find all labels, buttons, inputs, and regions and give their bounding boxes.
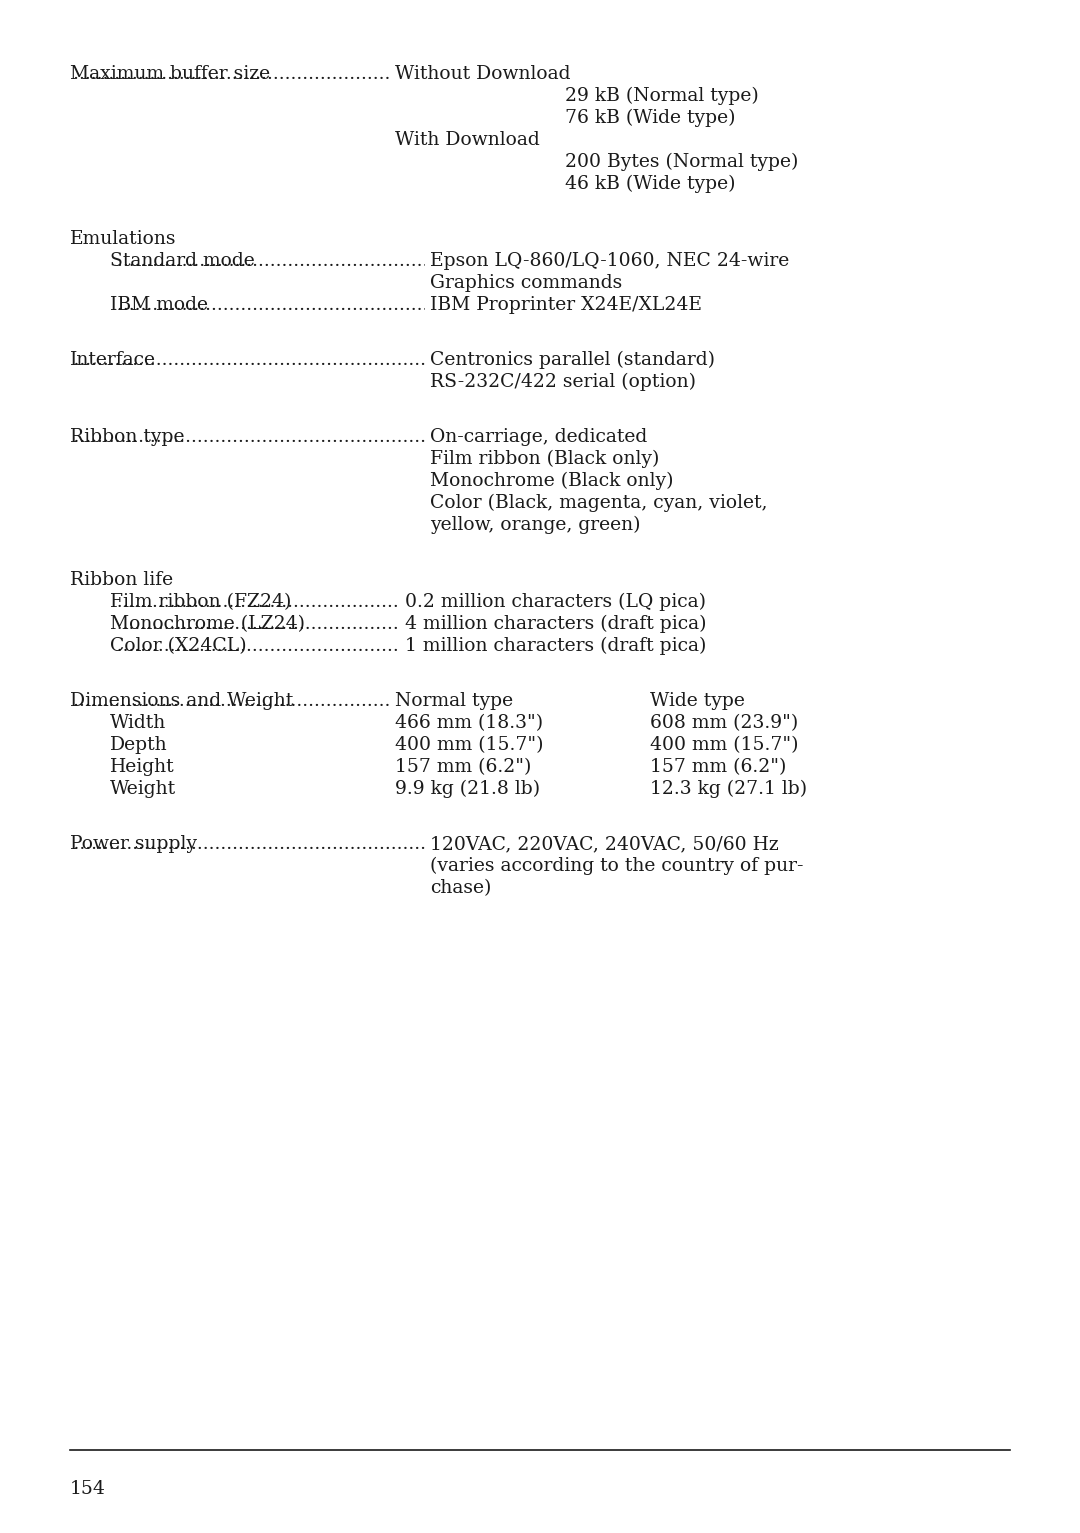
Text: Color (Black, magenta, cyan, violet,: Color (Black, magenta, cyan, violet,	[430, 494, 768, 512]
Text: Weight: Weight	[110, 780, 176, 799]
Text: ................................................................................: ........................................…	[0, 351, 543, 369]
Text: yellow, orange, green): yellow, orange, green)	[430, 517, 640, 533]
Text: 608 mm (23.9"): 608 mm (23.9")	[650, 714, 798, 731]
Text: 400 mm (15.7"): 400 mm (15.7")	[650, 736, 798, 754]
Text: Wide type: Wide type	[650, 691, 745, 710]
Text: Monochrome (LZ24): Monochrome (LZ24)	[110, 615, 305, 633]
Text: 76 kB (Wide type): 76 kB (Wide type)	[565, 109, 735, 127]
Text: Monochrome (Black only): Monochrome (Black only)	[430, 472, 674, 491]
Text: Film ribbon (Black only): Film ribbon (Black only)	[430, 451, 660, 468]
Text: Color (X24CL): Color (X24CL)	[110, 638, 246, 655]
Text: Graphics commands: Graphics commands	[430, 274, 622, 291]
Text: ................................................................................: ........................................…	[0, 691, 526, 710]
Text: 9.9 kg (21.8 lb): 9.9 kg (21.8 lb)	[395, 780, 540, 799]
Text: ................................................................................: ........................................…	[0, 251, 564, 270]
Text: With Download: With Download	[395, 130, 540, 149]
Text: 4 million characters (draft pica): 4 million characters (draft pica)	[405, 615, 706, 633]
Text: 46 kB (Wide type): 46 kB (Wide type)	[565, 175, 735, 193]
Text: Dimensions and Weight: Dimensions and Weight	[70, 691, 294, 710]
Text: RS-232C/422 serial (option): RS-232C/422 serial (option)	[430, 373, 696, 391]
Text: Epson LQ-860/LQ-1060, NEC 24-wire: Epson LQ-860/LQ-1060, NEC 24-wire	[430, 251, 789, 270]
Text: 120VAC, 220VAC, 240VAC, 50/60 Hz: 120VAC, 220VAC, 240VAC, 50/60 Hz	[430, 835, 779, 852]
Text: Centronics parallel (standard): Centronics parallel (standard)	[430, 351, 715, 369]
Text: Interface: Interface	[70, 351, 156, 369]
Text: Height: Height	[110, 757, 175, 776]
Text: ................................................................................: ........................................…	[0, 615, 551, 633]
Text: Ribbon type: Ribbon type	[70, 428, 185, 446]
Text: ................................................................................: ........................................…	[0, 296, 564, 314]
Text: (varies according to the country of pur-: (varies according to the country of pur-	[430, 857, 804, 875]
Text: ................................................................................: ........................................…	[0, 428, 543, 446]
Text: 400 mm (15.7"): 400 mm (15.7")	[395, 736, 543, 754]
Text: 12.3 kg (27.1 lb): 12.3 kg (27.1 lb)	[650, 780, 807, 799]
Text: 157 mm (6.2"): 157 mm (6.2")	[395, 757, 531, 776]
Text: 200 Bytes (Normal type): 200 Bytes (Normal type)	[565, 153, 798, 172]
Text: On-carriage, dedicated: On-carriage, dedicated	[430, 428, 647, 446]
Text: ................................................................................: ........................................…	[0, 638, 551, 655]
Text: 157 mm (6.2"): 157 mm (6.2")	[650, 757, 786, 776]
Text: 1 million characters (draft pica): 1 million characters (draft pica)	[405, 638, 706, 655]
Text: Standard mode: Standard mode	[110, 251, 255, 270]
Text: IBM Proprinter X24E/XL24E: IBM Proprinter X24E/XL24E	[430, 296, 702, 314]
Text: 29 kB (Normal type): 29 kB (Normal type)	[565, 87, 759, 106]
Text: Film ribbon (FZ24): Film ribbon (FZ24)	[110, 593, 292, 612]
Text: Depth: Depth	[110, 736, 167, 754]
Text: 0.2 million characters (LQ pica): 0.2 million characters (LQ pica)	[405, 593, 706, 612]
Text: Maximum buffer size: Maximum buffer size	[70, 64, 270, 83]
Text: Without Download: Without Download	[395, 64, 570, 83]
Text: Emulations: Emulations	[70, 230, 176, 248]
Text: Ribbon life: Ribbon life	[70, 570, 173, 589]
Text: ................................................................................: ........................................…	[0, 593, 551, 612]
Text: 466 mm (18.3"): 466 mm (18.3")	[395, 714, 543, 731]
Text: Normal type: Normal type	[395, 691, 513, 710]
Text: ................................................................................: ........................................…	[0, 835, 543, 852]
Text: ................................................................................: ........................................…	[0, 64, 526, 83]
Text: IBM mode: IBM mode	[110, 296, 208, 314]
Text: Width: Width	[110, 714, 166, 731]
Text: 154: 154	[70, 1479, 106, 1498]
Text: Power supply: Power supply	[70, 835, 197, 852]
Text: chase): chase)	[430, 878, 491, 897]
